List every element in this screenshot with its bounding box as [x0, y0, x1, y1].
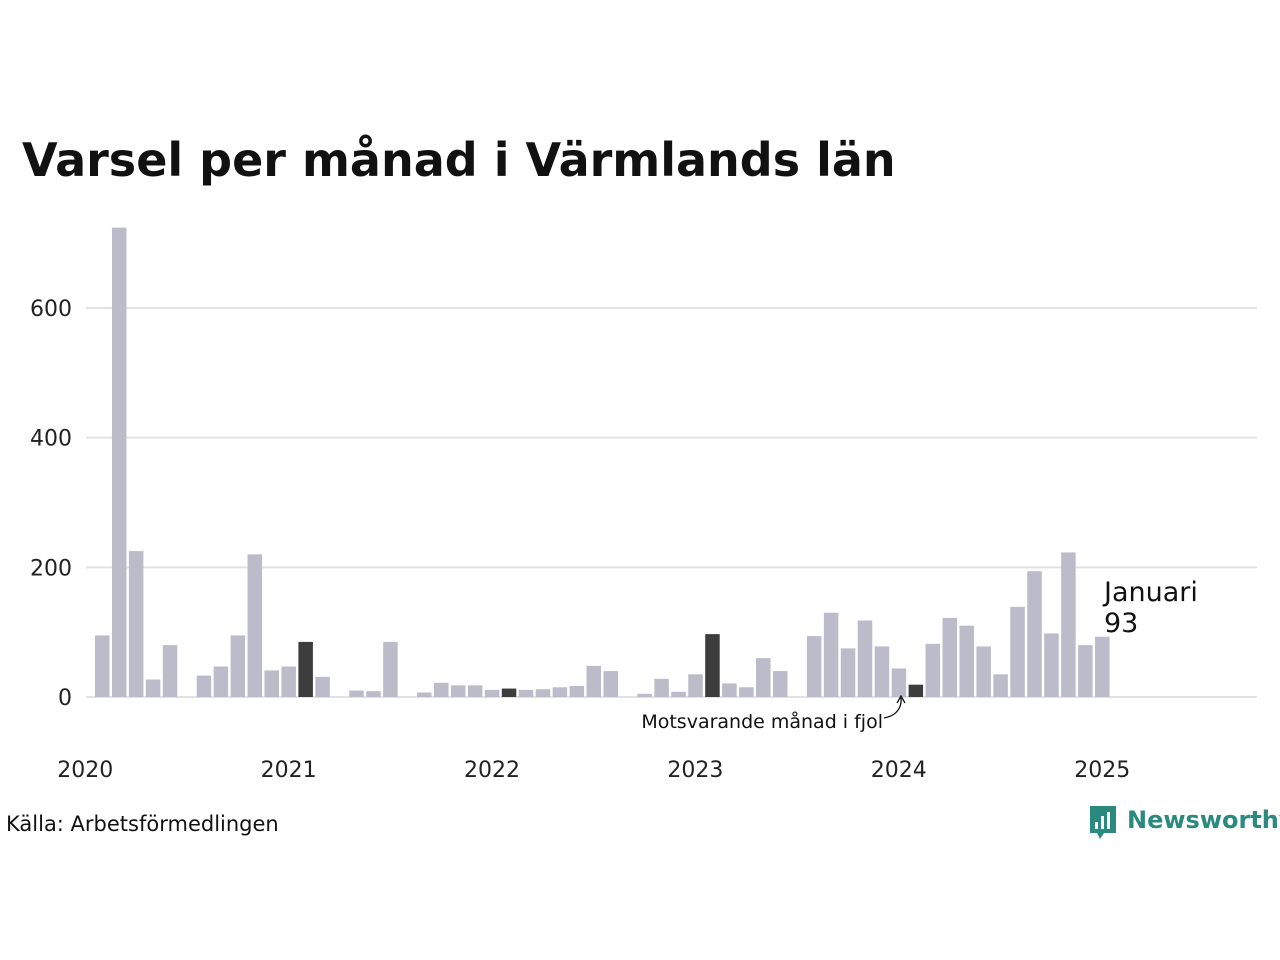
bar: 2021-05: 9 [366, 691, 381, 697]
bar: 2023-08: 130 [823, 612, 839, 697]
bar: 2024-12: 93 [1095, 636, 1110, 697]
bar: 2022-10: 28 [654, 678, 669, 697]
bar: 2024-06: 35 [993, 674, 1008, 697]
x-axis: 2020 2021 2022 2023 2024 2025 [57, 758, 1130, 783]
bar: 2023-10: 118 [857, 620, 873, 697]
bar: 2024-05: 78 [976, 646, 991, 697]
previous-year-annotation: Motsvarande månad i fjol [641, 710, 883, 733]
bar: 2020-02: 724 [111, 227, 127, 697]
bar: 2024-02: 82 [925, 643, 941, 697]
x-tick-label: 2024 [871, 758, 927, 783]
bar: 2024-03: 122 [942, 617, 957, 697]
bar: 2020-12: 47 [281, 666, 296, 697]
bar-previous-year: 2021-01: 85 [298, 641, 313, 697]
annotations: Januari 93 Motsvarande månad i fjol [641, 577, 1198, 733]
bar: 2023-03: 15 [739, 687, 754, 697]
bar-previous-year: 2022-01: 13 [501, 688, 517, 697]
bar: 2023-11: 78 [874, 646, 890, 697]
current-month-label: Januari [1102, 577, 1198, 608]
bar: 2022-03: 12 [535, 689, 551, 697]
current-value-label: 93 [1104, 608, 1138, 639]
x-tick-label: 2023 [667, 758, 723, 783]
brand-name: Newsworthy [1127, 806, 1280, 834]
bar: 2021-04: 10 [349, 690, 364, 697]
bar: 2023-09: 75 [840, 648, 856, 697]
bar: 2022-02: 11 [518, 689, 534, 697]
x-tick-label: 2020 [57, 758, 113, 783]
bar: 2021-02: 31 [315, 676, 330, 697]
bar: 2020-08: 47 [213, 666, 229, 697]
y-tick-label: 0 [58, 686, 72, 711]
y-tick-label: 200 [30, 556, 72, 581]
bar-previous-year: 2023-01: 97 [705, 634, 720, 697]
source-text: Källa: Arbetsförmedlingen [6, 812, 279, 836]
bar: 2020-04: 27 [145, 679, 161, 697]
bar: 2020-07: 33 [196, 675, 212, 697]
y-axis: 0 200 400 600 [30, 297, 72, 711]
x-tick-label: 2022 [464, 758, 520, 783]
annotation-arrow [883, 697, 902, 719]
bar: 2022-11: 8 [671, 691, 686, 697]
bar: 2022-09: 5 [637, 693, 652, 697]
bar: 2022-12: 35 [688, 674, 703, 697]
bar: 2021-10: 18 [450, 685, 466, 697]
bar: 2021-11: 18 [467, 685, 483, 697]
y-tick-label: 400 [30, 427, 72, 452]
bar: 2020-11: 41 [264, 670, 279, 697]
bar: 2023-02: 21 [722, 683, 737, 697]
bar-previous-year: 2024-01: 19 [908, 684, 924, 697]
bar: 2021-09: 22 [434, 682, 449, 697]
bar: 2023-04: 60 [756, 658, 771, 697]
bar: 2023-05: 40 [773, 671, 788, 697]
newsworthy-logo-icon [1090, 806, 1116, 839]
bar: 2022-05: 17 [569, 685, 585, 697]
chart-title: Varsel per månad i Värmlands län [22, 133, 896, 187]
bar: 2022-06: 48 [586, 665, 602, 697]
bar: 2020-09: 95 [230, 635, 246, 697]
bar: 2023-12: 44 [891, 668, 907, 697]
bar: 2024-11: 80 [1078, 645, 1093, 697]
x-tick-label: 2025 [1074, 758, 1130, 783]
bar: 2021-06: 85 [383, 641, 398, 697]
annotation-arrowhead [896, 694, 906, 704]
y-tick-label: 600 [30, 297, 72, 322]
bar: 2020-01: 95 [95, 635, 110, 697]
x-tick-label: 2021 [261, 758, 317, 783]
bar: 2022-04: 15 [552, 687, 568, 697]
newsworthy-logo: Newsworthy [1090, 806, 1280, 839]
bar: 2024-08: 194 [1027, 571, 1042, 697]
bar: 2020-03: 225 [128, 551, 144, 697]
bar: 2021-08: 7 [417, 692, 432, 697]
bar: 2021-12: 11 [484, 689, 500, 697]
bars: 2020-01: 952020-02: 7242020-03: 2252020-… [95, 227, 1110, 697]
bar: 2024-07: 139 [1010, 606, 1025, 697]
bar: 2020-05: 80 [162, 645, 178, 697]
bar: 2024-04: 110 [959, 625, 974, 697]
bar: 2023-07: 94 [806, 636, 822, 697]
bar: 2024-09: 98 [1044, 633, 1059, 697]
bar: 2022-07: 40 [603, 671, 618, 697]
bar: 2024-10: 223 [1061, 552, 1076, 697]
bar: 2020-10: 220 [247, 554, 263, 697]
